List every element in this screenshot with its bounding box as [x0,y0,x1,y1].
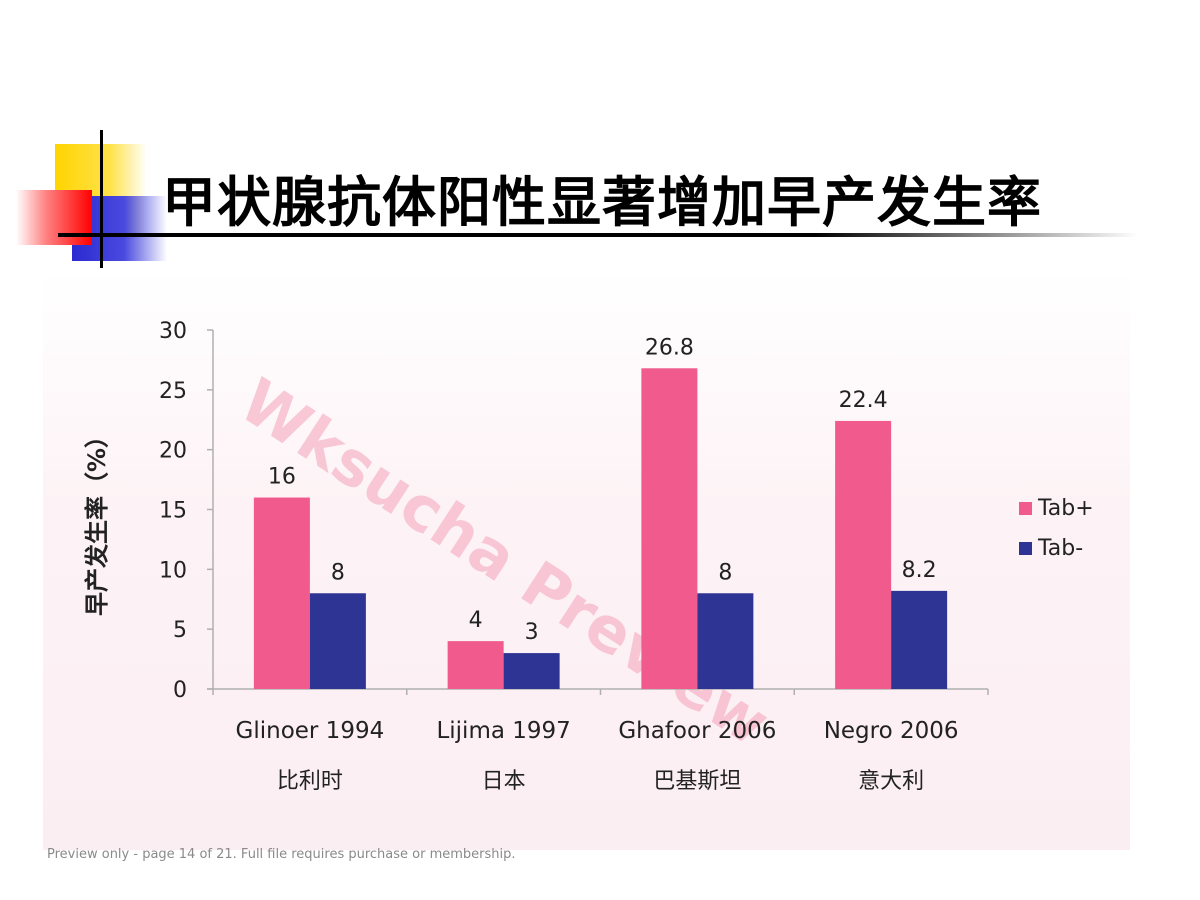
title-underline [58,233,1138,237]
bar-tab-neg [309,593,366,689]
x-category-label: Ghafoor 2006 [618,718,776,744]
legend-label: Tab- [1037,536,1083,561]
bar-chart: Wksucha Preview 0 5 10 15 20 25 30 早产发生率（%） 16 8 Gl… [83,319,1094,794]
watermark: Wksucha Preview [227,364,782,760]
bar-data-label: 8.2 [902,558,937,583]
y-axis-title: 早产发生率（%） [83,424,111,616]
slide-title: 甲状腺抗体阳性显著增加早产发生率 [162,171,1042,234]
bar-tab-pos [835,420,892,689]
y-tick-label: 30 [159,319,187,344]
x-category-sublabel: 日本 [482,769,526,794]
legend-label: Tab+ [1037,496,1094,521]
x-category-sublabel: 比利时 [277,769,343,794]
bar-data-label: 26.8 [645,335,694,360]
bar-data-label: 8 [718,560,732,585]
bar-data-label: 22.4 [839,388,888,413]
bar-tab-pos [447,641,504,689]
x-category-label: Lijima 1997 [436,718,570,744]
bar-data-label: 3 [525,620,539,645]
legend-swatch [1019,502,1032,515]
bar-data-label: 4 [469,608,483,633]
y-tick-label: 25 [159,379,187,404]
y-tick-label: 10 [159,558,187,583]
bar-tab-neg [697,593,754,689]
bar-data-label: 8 [331,560,345,585]
legend-swatch [1019,542,1032,555]
bar-tab-neg [503,653,560,689]
y-tick-label: 0 [173,678,187,703]
y-tick-label: 20 [159,439,187,464]
x-category-sublabel: 巴基斯坦 [653,769,741,794]
x-category-label: Negro 2006 [824,718,959,744]
chart-panel: Wksucha Preview 0 5 10 15 20 25 30 早产发生率（%） 16 8 Gl… [43,270,1130,850]
bar-tab-neg [891,590,948,689]
bar-data-label: 16 [268,465,296,490]
y-tick-label: 5 [173,618,187,643]
y-tick-label: 15 [159,499,187,524]
x-category-sublabel: 意大利 [858,769,924,794]
bar-tab-pos [253,497,310,689]
x-category-label: Glinoer 1994 [236,718,385,744]
title-decoration-line [100,130,103,268]
preview-footer: Preview only - page 14 of 21. Full file … [47,847,516,862]
bar-tab-pos [641,368,698,689]
